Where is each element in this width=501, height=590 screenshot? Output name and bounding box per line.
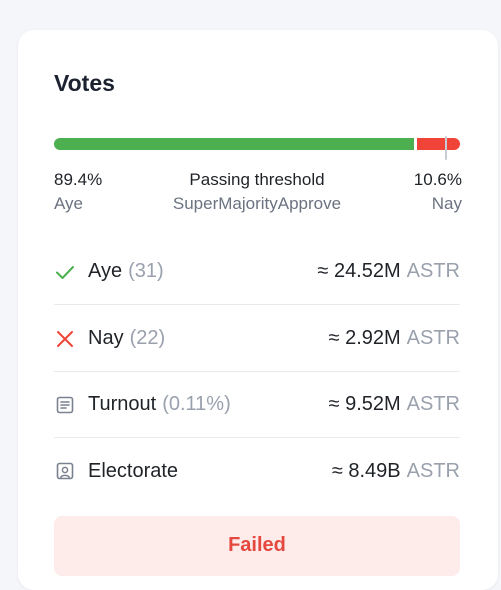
aye-bar-segment	[54, 138, 414, 150]
cross-icon	[54, 328, 76, 350]
turnout-row-count: (0.11%)	[162, 393, 231, 415]
aye-row: Aye (31) ≈ 24.52M ASTR	[54, 239, 460, 305]
votes-title: Votes	[54, 70, 115, 96]
document-icon	[54, 394, 76, 416]
nay-bar-segment	[416, 138, 460, 150]
aye-label: Aye	[54, 194, 83, 213]
electorate-row-unit: ASTR	[406, 459, 460, 482]
aye-row-count: (31)	[128, 260, 164, 282]
nay-row-count: (22)	[129, 327, 166, 349]
nay-label: Nay	[431, 194, 462, 213]
turnout-row-unit: ASTR	[406, 393, 460, 415]
vote-progress-bar	[54, 138, 460, 150]
nay-row-unit: ASTR	[406, 327, 460, 349]
check-icon	[54, 261, 76, 283]
nay-row: Nay (22) ≈ 2.92M ASTR	[54, 306, 460, 372]
threshold-type: SuperMajorityApprove	[172, 194, 342, 213]
electorate-row-value: ≈ 8.49B	[331, 459, 401, 482]
electorate-row: Electorate ≈ 8.49B ASTR	[54, 438, 460, 504]
turnout-row-label: Turnout	[88, 393, 157, 415]
turnout-row-value: ≈ 9.52M	[328, 393, 401, 415]
electorate-icon	[54, 460, 76, 482]
nay-percent: 10.6%	[413, 170, 462, 189]
electorate-row-label: Electorate	[88, 459, 179, 482]
threshold-marker	[444, 136, 447, 160]
threshold-title: Passing threshold	[189, 170, 325, 189]
nay-row-value: ≈ 2.92M	[328, 327, 401, 349]
aye-row-label: Aye	[88, 260, 123, 282]
nay-row-label: Nay	[88, 327, 124, 349]
bar-divider	[413, 138, 417, 150]
aye-row-unit: ASTR	[406, 260, 460, 282]
status-badge: Failed	[54, 516, 460, 576]
votes-card: Votes 89.4% Aye Passing threshold SuperM…	[18, 30, 498, 590]
aye-percent: 89.4%	[54, 170, 103, 189]
turnout-row: Turnout (0.11%) ≈ 9.52M ASTR	[54, 372, 460, 438]
aye-row-value: ≈ 24.52M	[317, 260, 401, 282]
